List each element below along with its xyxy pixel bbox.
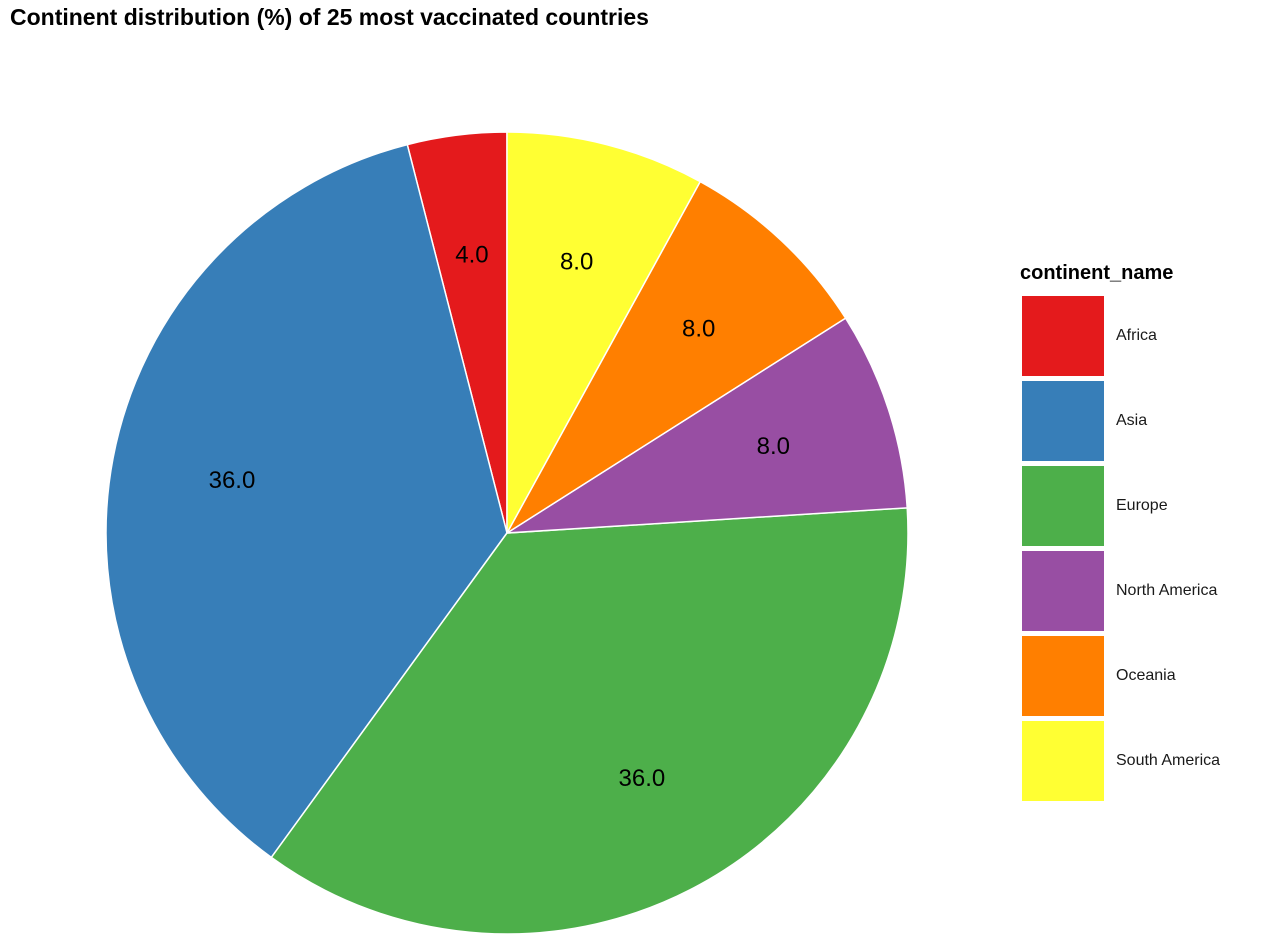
legend-swatch-europe [1022, 465, 1104, 546]
slice-label-europe: 36.0 [619, 765, 666, 792]
pie-slice-north-america [506, 317, 909, 534]
slice-label-south-america: 8.0 [560, 248, 593, 275]
legend-title: continent_name [1020, 262, 1174, 284]
legend-label-asia: Asia [1116, 411, 1148, 429]
legend-swatch-asia [1022, 380, 1104, 461]
legend-items: Africa Asia Europe North America Oceania Sout… [1022, 293, 1220, 803]
legend-item-europe: Europe [1022, 463, 1220, 548]
legend-label-north-america: North America [1116, 581, 1218, 599]
legend-item-africa: Africa [1022, 293, 1220, 378]
legend-label-south-america: South America [1116, 751, 1221, 769]
pie-slice-europe [270, 507, 909, 935]
legend-swatch-south-america [1022, 720, 1104, 801]
legend-item-oceania: Oceania [1022, 633, 1220, 718]
legend-swatch-oceania [1022, 635, 1104, 716]
legend-item-north-america: North America [1022, 548, 1220, 633]
legend-swatch-africa [1022, 295, 1104, 376]
slice-label-asia: 36.0 [209, 467, 256, 494]
slice-label-oceania: 8.0 [682, 315, 715, 342]
slice-label-north-america: 8.0 [757, 433, 790, 460]
legend-label-oceania: Oceania [1116, 666, 1176, 684]
slice-label-africa: 4.0 [455, 242, 488, 269]
pie-slice-south-america [506, 131, 702, 534]
legend-item-asia: Asia [1022, 378, 1220, 463]
legend-item-south-america: South America [1022, 718, 1220, 803]
legend: continent_name Africa Asia Europe North Ame… [1020, 262, 1220, 803]
pie-slice-oceania [506, 180, 847, 534]
chart-title: Continent distribution (%) of 25 most va… [10, 4, 649, 30]
legend-label-africa: Africa [1116, 326, 1157, 344]
legend-swatch-north-america [1022, 550, 1104, 631]
legend-label-europe: Europe [1116, 496, 1168, 514]
pie-chart: 4.0 36.0 36.0 8.0 8.0 8.0 [105, 131, 909, 935]
pie-slice-asia [105, 143, 508, 859]
